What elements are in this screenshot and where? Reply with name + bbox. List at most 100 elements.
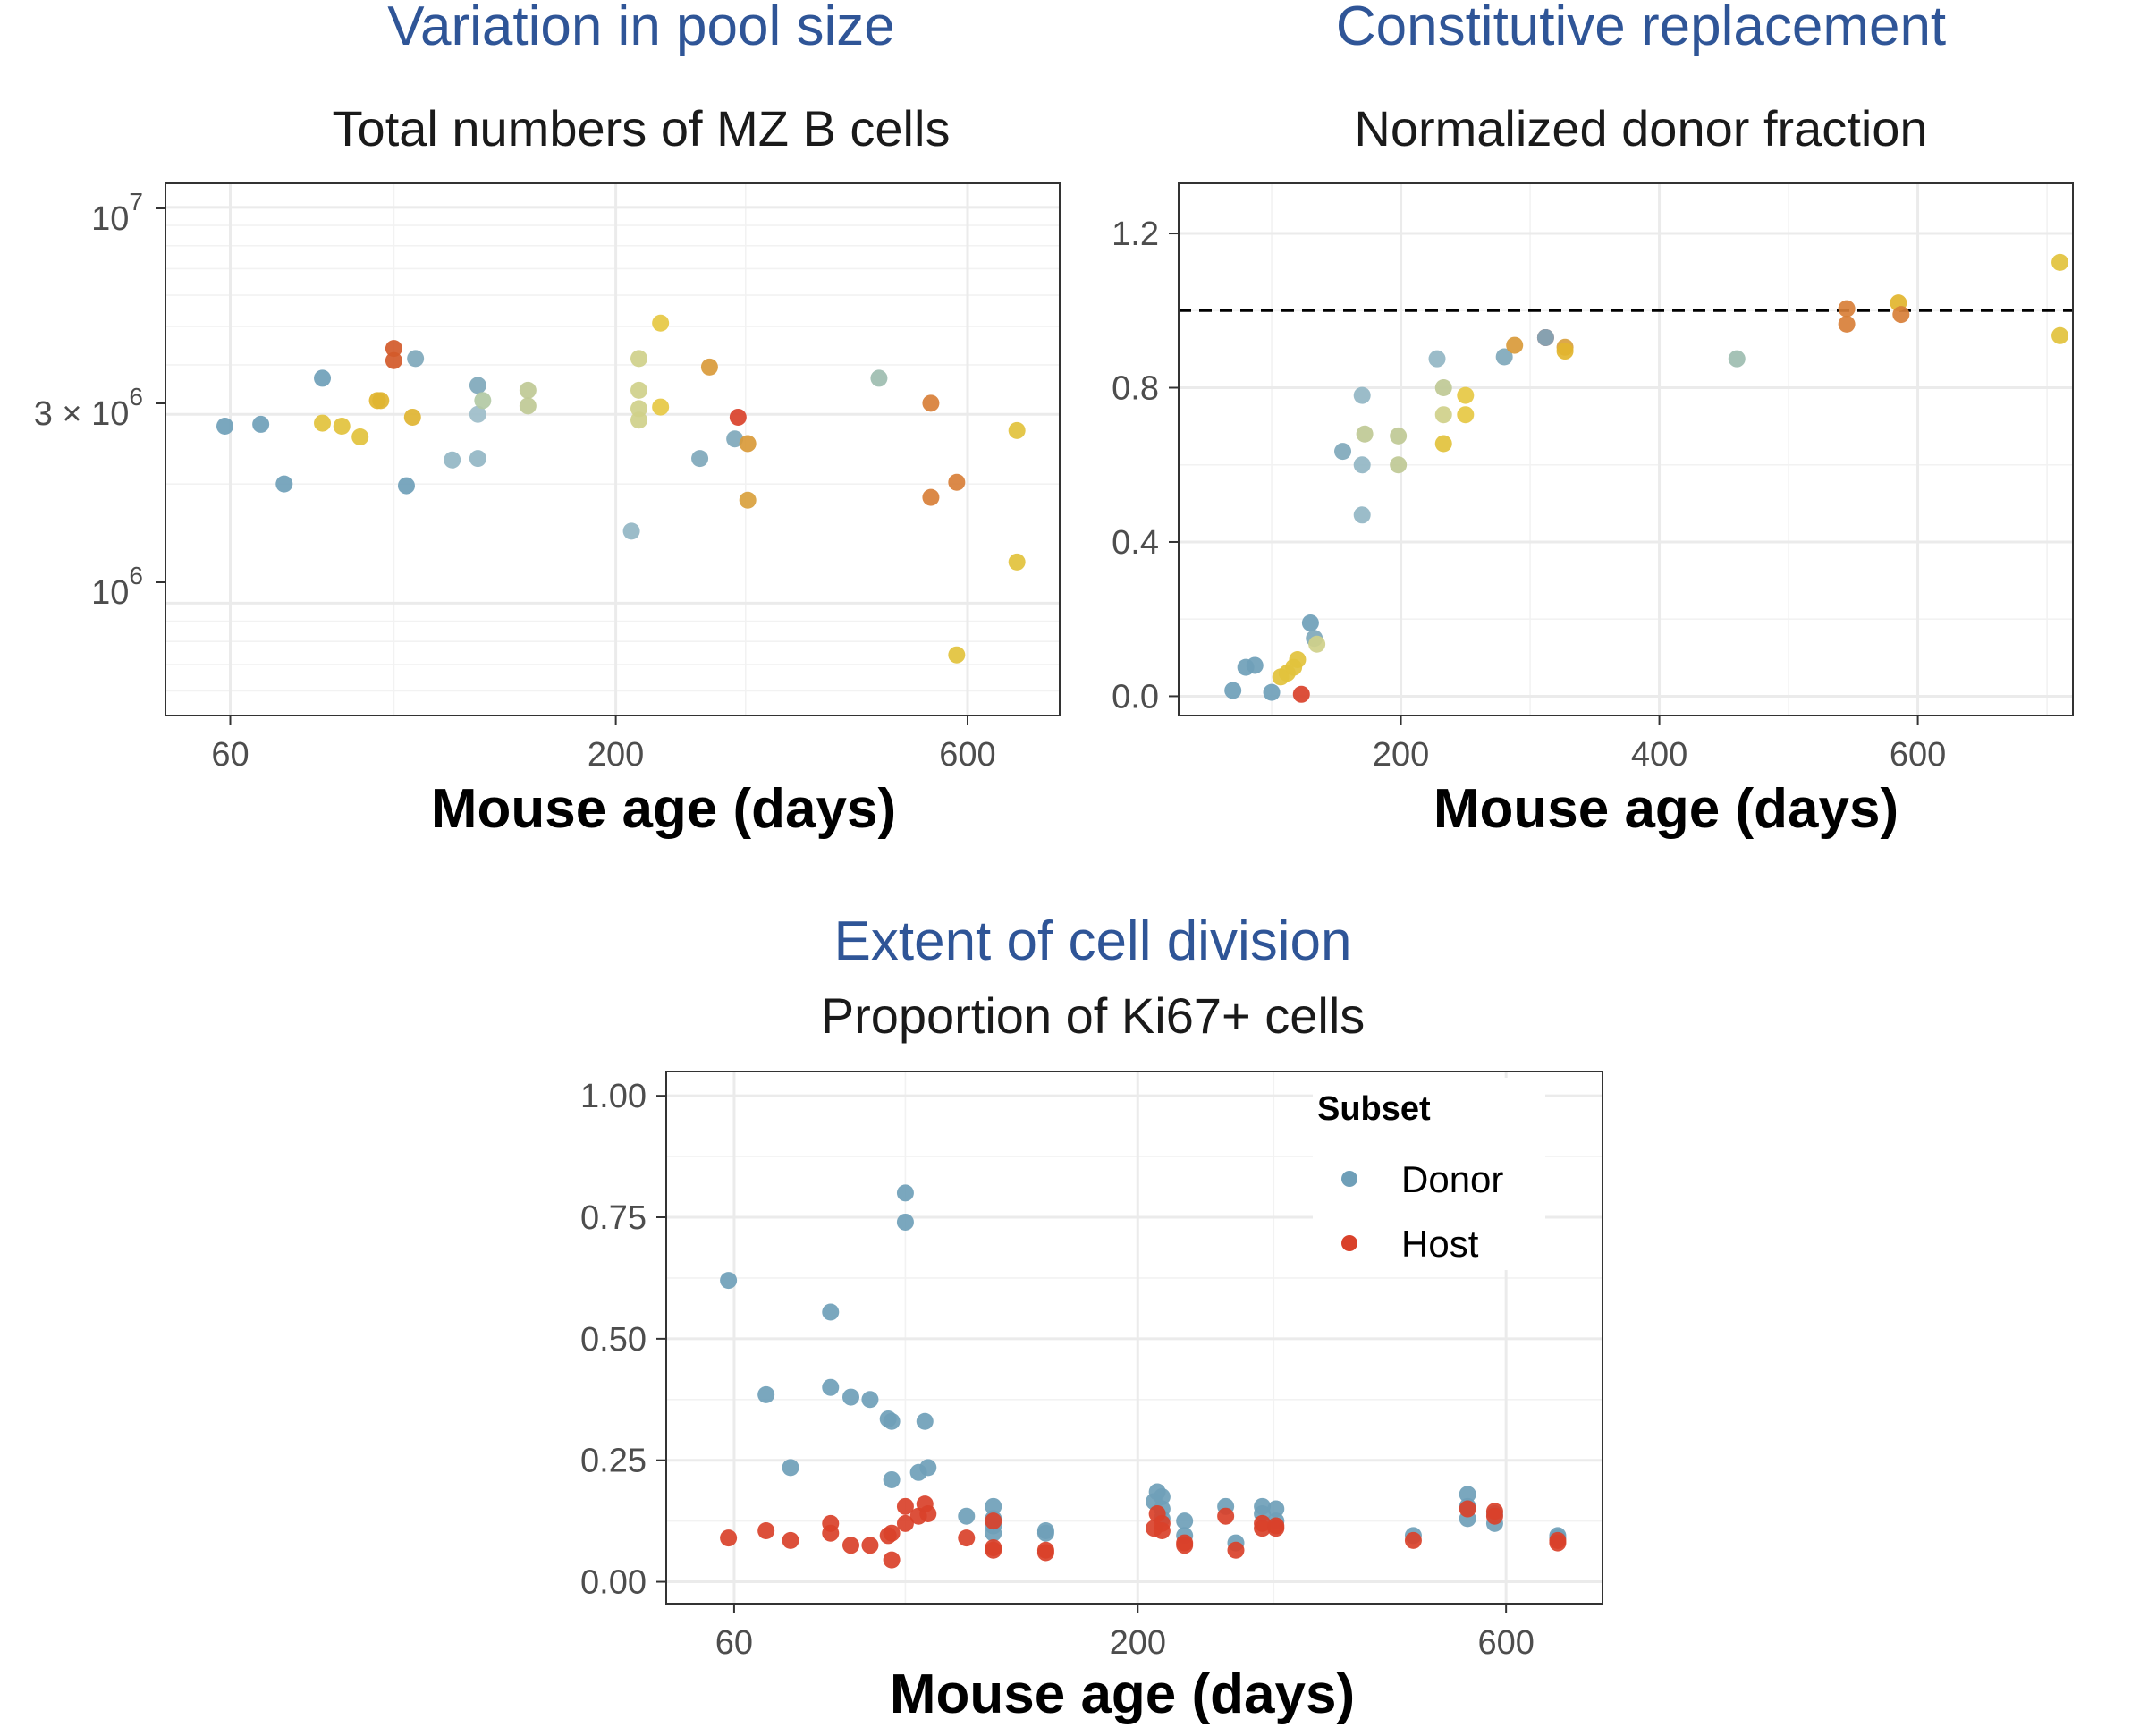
data-point-host [1153, 1521, 1171, 1539]
x-tick-label: 200 [1110, 1624, 1166, 1662]
data-point [1390, 456, 1408, 474]
data-point [1353, 506, 1371, 524]
data-point [1263, 683, 1281, 701]
data-point [1728, 350, 1746, 368]
data-point [729, 408, 747, 426]
data-point-donor [919, 1459, 937, 1477]
data-point [700, 358, 718, 376]
y-tick-label: 0.50 [580, 1321, 647, 1359]
data-point-donor [985, 1497, 1002, 1515]
data-point-donor [782, 1459, 799, 1477]
data-point-host [1485, 1507, 1503, 1525]
data-point-host [1036, 1544, 1054, 1562]
data-point [403, 408, 421, 426]
data-point [1390, 427, 1408, 445]
data-point [1506, 336, 1524, 354]
legend-key-host [1341, 1235, 1357, 1251]
data-point [1353, 386, 1371, 404]
data-point [1308, 635, 1326, 653]
data-point [407, 350, 425, 368]
data-point-host [757, 1521, 775, 1539]
data-point [469, 450, 486, 468]
data-point-host [985, 1512, 1002, 1530]
data-point [385, 351, 402, 369]
data-point [1224, 682, 1242, 699]
y-tick-label: 106 [91, 562, 143, 612]
data-point [922, 488, 940, 506]
data-point-donor [861, 1391, 879, 1409]
data-point [314, 369, 332, 387]
data-point [1301, 614, 1319, 632]
data-point [1457, 386, 1475, 404]
data-point-donor [883, 1412, 901, 1430]
data-point-host [1176, 1537, 1194, 1554]
legend-label-donor: Donor [1401, 1158, 1503, 1200]
data-point [1434, 435, 1452, 453]
data-point [2051, 253, 2069, 271]
data-point-host [1459, 1500, 1476, 1518]
data-point [351, 428, 369, 446]
x-axis-ticks: 60 200 600 [211, 716, 996, 774]
data-point [630, 381, 648, 399]
x-axis-ticks: 60 200 600 [715, 1604, 1535, 1662]
data-point-host [1549, 1534, 1567, 1552]
data-point [333, 417, 351, 435]
data-point-host [842, 1537, 860, 1554]
data-point [385, 340, 402, 358]
scatter-points [216, 314, 1026, 664]
grid [165, 183, 1060, 716]
data-point-donor [1153, 1487, 1171, 1505]
data-point-donor [822, 1303, 840, 1321]
data-point [2051, 326, 2069, 344]
data-point-donor [842, 1388, 860, 1406]
data-point-donor [958, 1507, 976, 1525]
panel-pool-size: Variation in pool size Total numbers of … [34, 0, 1061, 840]
data-point [739, 435, 757, 453]
data-point [1556, 343, 1574, 360]
data-point [216, 417, 233, 435]
y-tick-label: 0.25 [580, 1443, 647, 1480]
data-point [630, 411, 648, 429]
data-point-host [1227, 1541, 1245, 1559]
panel-subtitle-pool-size: Total numbers of MZ B cells [333, 100, 951, 157]
y-tick-label: 1.2 [1112, 216, 1159, 253]
data-point-host [883, 1524, 901, 1542]
panel-subtitle-replacement: Normalized donor fraction [1354, 100, 1927, 157]
y-axis-ticks: 0.0 0.4 0.8 1.2 [1112, 216, 1179, 716]
x-axis-ticks: 200 400 600 [1373, 716, 1946, 774]
data-point [1457, 406, 1475, 424]
data-point [1356, 425, 1374, 443]
data-point [726, 430, 744, 448]
data-point [739, 491, 757, 509]
data-point [519, 381, 537, 399]
data-point-donor [1459, 1486, 1476, 1503]
data-point-host [1217, 1507, 1235, 1525]
data-point [652, 314, 670, 332]
y-tick-label: 0.4 [1112, 524, 1159, 562]
plot-frame [665, 1071, 1603, 1605]
data-point-host [1404, 1531, 1422, 1549]
data-point [1008, 553, 1026, 571]
x-tick-label: 600 [1890, 736, 1946, 774]
data-point [1246, 656, 1264, 674]
x-tick-label: 600 [939, 736, 995, 774]
x-tick-label: 60 [715, 1624, 753, 1662]
data-point [1536, 328, 1554, 346]
data-point-donor [720, 1272, 738, 1290]
data-point [1292, 685, 1310, 703]
data-point-donor [896, 1184, 914, 1202]
data-point-donor [822, 1378, 840, 1396]
data-point [1838, 315, 1856, 333]
data-point [314, 414, 332, 432]
data-point-host [896, 1497, 914, 1515]
data-point-donor [1036, 1524, 1054, 1542]
data-point-donor [757, 1385, 775, 1403]
data-point [630, 350, 648, 368]
x-tick-label: 400 [1631, 736, 1687, 774]
y-axis-ticks: 107 3 × 106 106 [34, 188, 165, 612]
panel-title-pool-size: Variation in pool size [387, 0, 895, 57]
y-tick-label: 107 [91, 188, 143, 238]
plot-frame [165, 182, 1061, 716]
legend: Subset Donor Host [1313, 1078, 1545, 1270]
